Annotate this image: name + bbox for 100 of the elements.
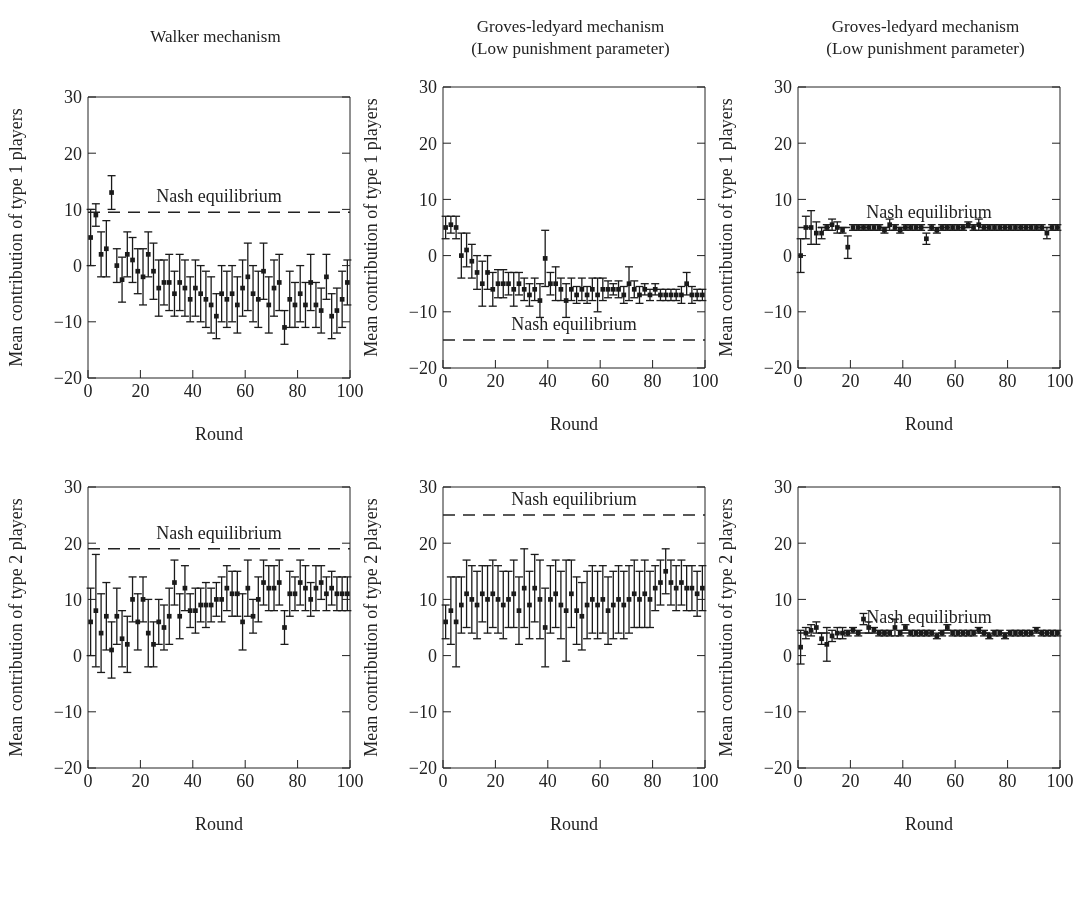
point — [866, 625, 872, 630]
point — [516, 608, 522, 613]
point — [652, 585, 658, 591]
y-tick-label: −10 — [408, 302, 437, 323]
point — [689, 585, 695, 591]
y-tick-label: −10 — [53, 702, 82, 723]
x-tick-label: 60 — [591, 370, 610, 391]
point — [443, 619, 448, 625]
y-tick-label: 0 — [73, 645, 82, 666]
point — [663, 292, 669, 298]
point — [569, 591, 574, 597]
point — [637, 292, 642, 298]
point — [553, 591, 559, 597]
point — [679, 292, 684, 298]
point — [700, 292, 705, 298]
point — [516, 281, 522, 287]
point — [819, 636, 824, 642]
y-tick-label: −10 — [763, 702, 792, 723]
x-tick-label: 60 — [236, 770, 255, 791]
chart-subtitle: (Low punishment parameter) — [825, 38, 1026, 60]
point — [579, 613, 585, 619]
point — [324, 591, 329, 597]
point — [292, 591, 298, 597]
point — [647, 597, 653, 602]
point — [109, 647, 114, 653]
point — [193, 285, 198, 291]
point — [924, 236, 929, 242]
point — [490, 591, 496, 597]
point — [474, 270, 480, 275]
point — [574, 292, 579, 298]
x-tick-label: 100 — [691, 770, 719, 791]
point — [563, 608, 569, 613]
point — [130, 257, 135, 263]
point — [694, 591, 700, 597]
point — [276, 280, 282, 285]
point — [527, 292, 532, 298]
point — [172, 580, 177, 585]
point — [229, 591, 235, 597]
point — [130, 597, 135, 602]
chart-title: Walker mechanism — [149, 26, 282, 48]
x-tick-label: 60 — [236, 380, 255, 401]
point — [245, 585, 251, 591]
x-tick-label: 80 — [998, 770, 1017, 791]
y-tick-label: 10 — [774, 189, 792, 210]
point — [161, 625, 167, 630]
point — [234, 302, 240, 308]
point — [600, 597, 606, 602]
point — [631, 591, 637, 597]
point — [458, 602, 464, 608]
point — [595, 292, 600, 298]
x-axis-title: Round — [194, 814, 244, 834]
x-axis-title: Round — [549, 414, 599, 434]
point — [500, 281, 506, 287]
point — [287, 591, 293, 597]
point — [334, 308, 340, 313]
y-axis-title: Mean contribution of type 2 players — [361, 498, 382, 757]
point — [813, 625, 819, 630]
point — [324, 274, 329, 280]
point — [626, 281, 632, 287]
point — [453, 225, 459, 230]
point — [600, 286, 606, 292]
point — [88, 619, 93, 625]
point — [187, 296, 193, 302]
point — [621, 602, 627, 608]
point — [214, 313, 219, 319]
point — [495, 597, 501, 602]
point — [198, 602, 204, 608]
y-tick-label: 20 — [419, 533, 437, 554]
y-tick-label: 30 — [774, 77, 792, 98]
y-tick-label: 30 — [64, 477, 82, 498]
point — [282, 625, 287, 630]
point — [479, 591, 485, 597]
point — [276, 580, 282, 585]
point — [119, 277, 125, 282]
point — [558, 286, 564, 292]
point — [511, 591, 517, 597]
x-tick-label: 20 — [131, 770, 150, 791]
point — [145, 630, 151, 636]
point — [187, 608, 193, 613]
point — [479, 281, 485, 287]
y-tick-label: 30 — [64, 87, 82, 108]
point — [266, 302, 272, 308]
x-tick-label: 80 — [288, 770, 307, 791]
point — [798, 644, 803, 650]
x-tick-label: 80 — [998, 370, 1017, 391]
point — [469, 597, 475, 602]
point — [579, 286, 585, 292]
point — [161, 280, 167, 285]
point — [250, 613, 256, 619]
y-tick-label: 10 — [774, 589, 792, 610]
point — [673, 585, 679, 591]
chart-title: Groves-ledyard mechanism — [830, 16, 1021, 38]
point — [834, 630, 840, 636]
y-tick-label: 30 — [774, 477, 792, 498]
point — [345, 591, 350, 597]
y-axis-title: Mean contribution of type 1 players — [361, 98, 382, 357]
y-axis-title: Mean contribution of type 1 players — [6, 108, 27, 367]
y-tick-label: 10 — [64, 199, 82, 220]
ref-line-label: Nash equilibrium — [156, 186, 282, 207]
y-tick-label: 0 — [783, 245, 792, 266]
